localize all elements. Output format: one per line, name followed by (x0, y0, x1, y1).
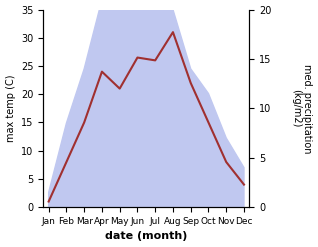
Y-axis label: max temp (C): max temp (C) (5, 75, 16, 142)
X-axis label: date (month): date (month) (105, 231, 188, 242)
Y-axis label: med. precipitation
(kg/m2): med. precipitation (kg/m2) (291, 64, 313, 153)
